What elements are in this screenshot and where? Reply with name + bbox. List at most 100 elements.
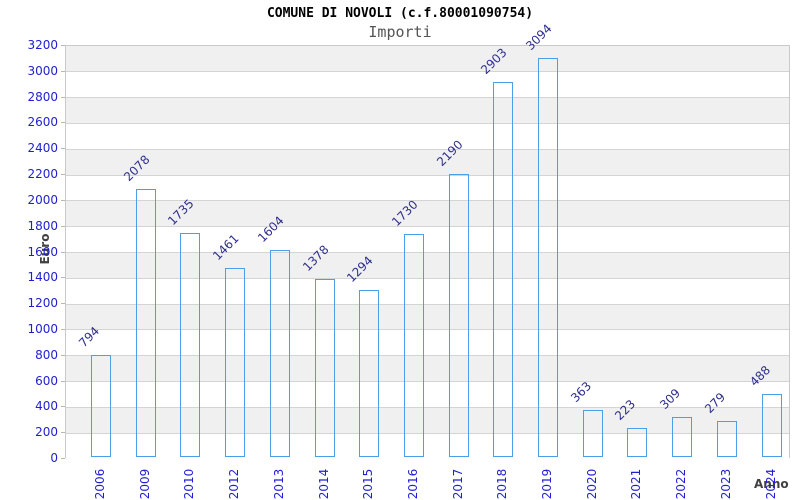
- x-tick-label: 2019: [540, 468, 554, 500]
- x-tick-label: 2006: [93, 468, 107, 500]
- y-tick-mark: [61, 277, 65, 279]
- plot-band: [66, 278, 789, 305]
- plot-band: [66, 123, 789, 150]
- plot-band: [66, 46, 789, 72]
- y-tick-label: 3200: [27, 38, 58, 52]
- plot-band: [66, 407, 789, 434]
- y-tick-mark: [61, 303, 65, 305]
- bar: [538, 57, 558, 457]
- y-tick-mark: [61, 70, 65, 72]
- gridline: [66, 71, 789, 73]
- y-tick-mark: [61, 458, 65, 459]
- bar: [672, 417, 693, 457]
- bar: [582, 410, 603, 457]
- y-tick-mark: [61, 432, 65, 434]
- y-tick-label: 0: [50, 451, 58, 465]
- x-tick-label: 2020: [584, 468, 599, 500]
- y-tick-label: 2800: [27, 89, 58, 104]
- plot-band: [66, 175, 789, 201]
- bar: [761, 394, 782, 457]
- x-tick-label: 2014: [316, 468, 331, 500]
- y-tick-label: 1200: [27, 296, 58, 311]
- gridline: [66, 252, 789, 253]
- gridline: [66, 226, 789, 228]
- gridline: [66, 97, 789, 99]
- gridline: [66, 174, 789, 176]
- plot-band: [66, 355, 789, 382]
- y-tick-mark: [61, 380, 65, 382]
- gridline: [66, 303, 789, 305]
- y-tick-label: 1800: [27, 218, 58, 233]
- x-tick-label: 2017: [450, 468, 465, 500]
- plot-band: [66, 381, 789, 408]
- y-tick-label: 2400: [27, 141, 58, 156]
- gridline: [66, 329, 789, 331]
- x-tick-label: 2022: [674, 468, 689, 500]
- plot-band: [66, 226, 789, 253]
- plot-area: [65, 45, 790, 459]
- bar: [493, 82, 514, 457]
- bar: [359, 290, 380, 457]
- y-tick-mark: [61, 406, 65, 408]
- plot-band: [66, 304, 789, 330]
- plot-band: [66, 329, 789, 356]
- plot-band: [66, 200, 789, 227]
- y-tick-label: 2000: [27, 192, 58, 207]
- x-tick-label: 2009: [137, 468, 152, 500]
- y-tick-label: 600: [35, 373, 58, 388]
- plot-band: [66, 97, 789, 124]
- x-tick-label: 2021: [629, 468, 644, 500]
- bar: [135, 188, 156, 457]
- y-tick-mark: [61, 354, 65, 356]
- gridline: [66, 355, 789, 357]
- x-tick-label: 2010: [182, 468, 197, 500]
- gridline: [66, 200, 789, 202]
- plot-band: [66, 149, 789, 176]
- y-tick-mark: [61, 251, 65, 253]
- bar: [91, 354, 111, 457]
- chart-title: COMUNE DI NOVOLI (c.f.80001090754): [266, 6, 534, 21]
- gridline: [66, 406, 789, 408]
- y-tick-mark: [61, 148, 65, 150]
- y-tick-mark: [61, 225, 65, 227]
- x-tick-label: 2012: [227, 468, 242, 500]
- bar: [448, 174, 469, 457]
- y-tick-label: 400: [35, 399, 58, 414]
- y-tick-label: 2600: [27, 115, 58, 130]
- y-tick-label: 200: [35, 425, 58, 440]
- gridline: [66, 381, 789, 383]
- bar: [716, 421, 737, 457]
- plot-band: [66, 433, 789, 459]
- y-tick-mark: [61, 199, 65, 201]
- gridline: [66, 148, 789, 150]
- y-tick-label: 1000: [27, 321, 58, 336]
- plot-band: [66, 252, 789, 279]
- gridline: [66, 432, 789, 434]
- x-tick-label: 2013: [271, 468, 286, 500]
- bar: [269, 249, 290, 457]
- y-tick-label: 800: [35, 347, 58, 362]
- y-tick-label: 3000: [27, 63, 58, 78]
- y-tick-mark: [61, 45, 65, 46]
- y-tick-mark: [61, 174, 65, 176]
- bar: [225, 268, 246, 457]
- bar: [627, 428, 648, 457]
- x-tick-label: 2015: [361, 468, 376, 500]
- y-tick-label: 1600: [27, 244, 58, 259]
- gridline: [66, 277, 789, 279]
- chart-subtitle: Importi: [368, 23, 432, 41]
- x-tick-label: 2023: [718, 468, 733, 500]
- x-axis-title: Anno: [754, 477, 789, 491]
- x-tick-label: 2016: [405, 468, 420, 500]
- plot-band: [66, 71, 789, 98]
- x-tick-label: 2018: [495, 468, 510, 500]
- bar: [403, 233, 424, 457]
- y-tick-label: 1400: [27, 270, 58, 285]
- gridline: [66, 122, 789, 124]
- x-tick-label: 2024: [763, 468, 778, 500]
- bar: [314, 279, 335, 457]
- y-tick-mark: [61, 96, 65, 98]
- y-tick-mark: [61, 122, 65, 124]
- y-tick-mark: [61, 328, 65, 330]
